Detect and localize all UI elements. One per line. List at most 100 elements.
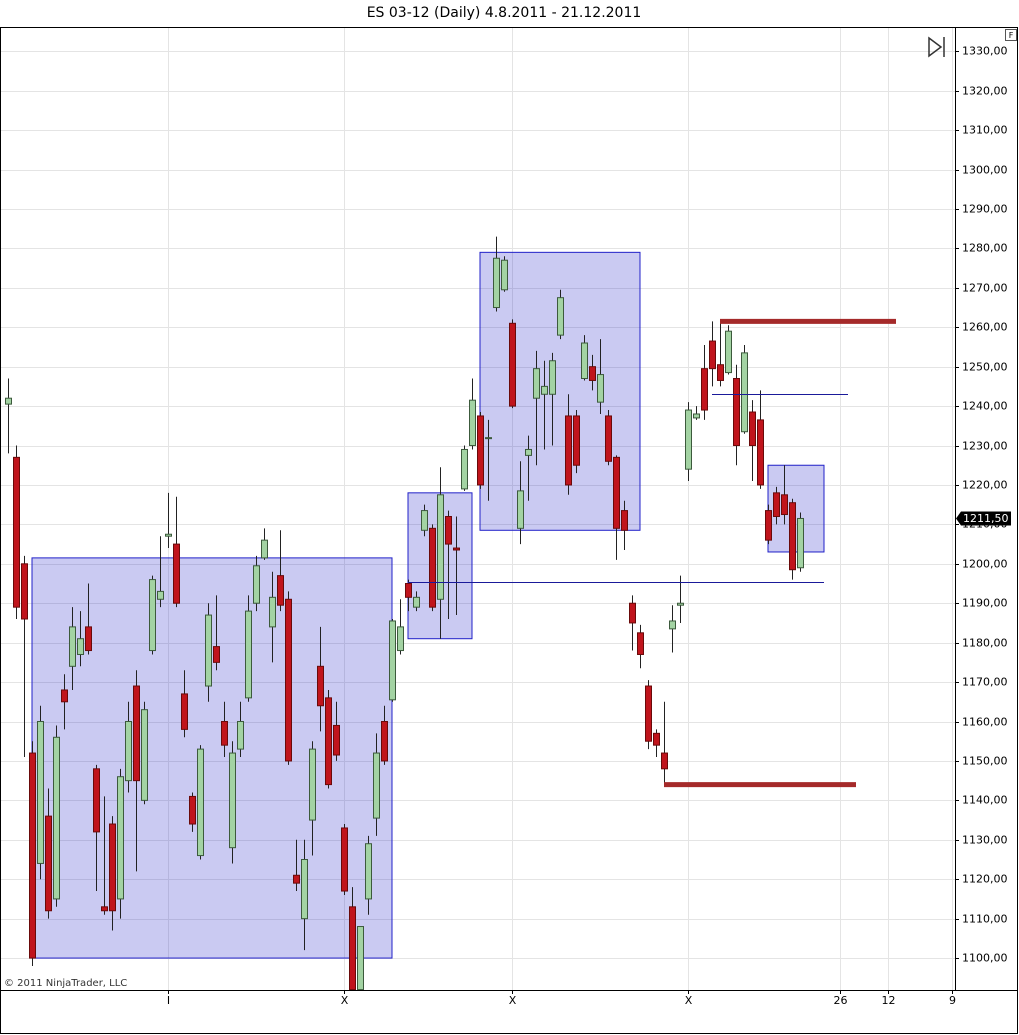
candle-body <box>373 752 380 819</box>
candle-body <box>157 590 164 600</box>
y-tick-label: 1140,00 <box>962 794 1008 807</box>
y-tick-label: 1310,00 <box>962 124 1008 137</box>
format-button-box <box>1005 29 1017 41</box>
candle-body <box>773 492 780 517</box>
candle-body <box>45 815 52 912</box>
candle-body <box>253 565 260 604</box>
candle-body <box>565 415 572 486</box>
x-tick-label: X <box>341 994 349 1007</box>
y-tick-label: 1100,00 <box>962 952 1008 965</box>
candle-body <box>477 415 484 486</box>
y-tick-label: 1110,00 <box>962 913 1008 926</box>
candle-body <box>141 709 148 801</box>
candle-body <box>21 563 28 620</box>
candle-body <box>357 926 364 990</box>
candle-body <box>453 547 460 551</box>
candle-body <box>653 732 660 746</box>
candle-body <box>765 510 772 541</box>
candle-body <box>165 533 172 537</box>
copyright: © 2011 NinjaTrader, LLC <box>4 978 127 989</box>
y-tick-label: 1270,00 <box>962 282 1008 295</box>
candle-body <box>733 377 740 447</box>
candle-body <box>485 437 492 440</box>
candle-body <box>645 685 652 742</box>
candle-body <box>293 874 300 884</box>
x-tick-label: I <box>167 994 170 1007</box>
candle-body <box>741 352 748 433</box>
format-button-label: F <box>1009 31 1014 40</box>
candle-body <box>533 368 540 399</box>
candle-body <box>5 397 12 405</box>
y-tick-label: 1230,00 <box>962 440 1008 453</box>
scroll-end-button[interactable] <box>928 36 945 58</box>
candle-body <box>581 342 588 379</box>
candle-body <box>69 626 76 667</box>
candle-body <box>389 620 396 701</box>
candle-body <box>189 795 196 825</box>
format-button[interactable]: F <box>1005 29 1017 41</box>
scroll-icon <box>928 36 943 58</box>
candle-body <box>341 827 348 892</box>
candle-body <box>541 385 548 395</box>
chart-title: ES 03-12 (Daily) 4.8.2011 - 21.12.2011 <box>367 5 642 21</box>
y-tick-label: 1220,00 <box>962 479 1008 492</box>
candle-body <box>53 736 60 900</box>
y-tick-label: 1120,00 <box>962 873 1008 886</box>
candle-body <box>549 360 556 395</box>
candle-body <box>429 527 436 608</box>
candle-body <box>269 596 276 628</box>
y-tick-label: 1240,00 <box>962 400 1008 413</box>
y-tick-label: 1160,00 <box>962 716 1008 729</box>
candle-body <box>573 415 580 466</box>
candle-body <box>61 689 68 703</box>
candle-body <box>677 602 684 606</box>
x-tick-label: 26 <box>834 994 848 1007</box>
price-marker-label: 1211,50 <box>963 512 1009 525</box>
candle-body <box>413 596 420 608</box>
y-tick-label: 1190,00 <box>962 597 1008 610</box>
x-tick-label: 9 <box>949 994 956 1007</box>
candle-body <box>285 598 292 762</box>
candle-body <box>749 411 756 447</box>
candle-body <box>693 413 700 419</box>
candle-body <box>781 494 788 516</box>
candle-body <box>237 721 244 750</box>
candle-body <box>349 906 356 990</box>
candle-body <box>621 510 628 531</box>
candle-body <box>685 409 692 470</box>
candle-body <box>637 632 644 655</box>
candle-body <box>77 638 84 655</box>
y-tick-label: 1330,00 <box>962 45 1008 58</box>
candle-body <box>397 626 404 652</box>
candle-body <box>557 297 564 336</box>
candle-body <box>109 823 116 912</box>
candle-body <box>461 448 468 490</box>
candle-body <box>325 697 332 786</box>
candle-body <box>309 748 316 821</box>
y-tick-label: 1130,00 <box>962 834 1008 847</box>
axes: 1100,00 1110,00 1120,00 1130,00 1140,00 1150,… <box>167 45 1011 1007</box>
candle-body <box>445 515 452 545</box>
x-tick-label: X <box>509 994 517 1007</box>
y-tick-label: 1260,00 <box>962 321 1008 334</box>
y-tick-label: 1250,00 <box>962 361 1008 374</box>
candle-body <box>365 843 372 900</box>
price-marker <box>956 511 1011 526</box>
candle-body <box>133 685 140 782</box>
candle-body <box>789 502 796 571</box>
candle-body <box>797 517 804 569</box>
plot-area <box>5 236 896 990</box>
candle-body <box>245 610 252 699</box>
candle-body <box>317 665 324 707</box>
candle-body <box>493 257 500 309</box>
x-tick-label: 12 <box>882 994 896 1007</box>
y-tick-label: 1170,00 <box>962 676 1008 689</box>
candle-body <box>525 448 532 456</box>
candle-body <box>277 575 284 606</box>
candle-body <box>117 776 124 900</box>
candle-body <box>725 330 732 374</box>
candle-body <box>469 399 476 447</box>
candle-body <box>605 415 612 462</box>
y-tick-label: 1320,00 <box>962 85 1008 98</box>
